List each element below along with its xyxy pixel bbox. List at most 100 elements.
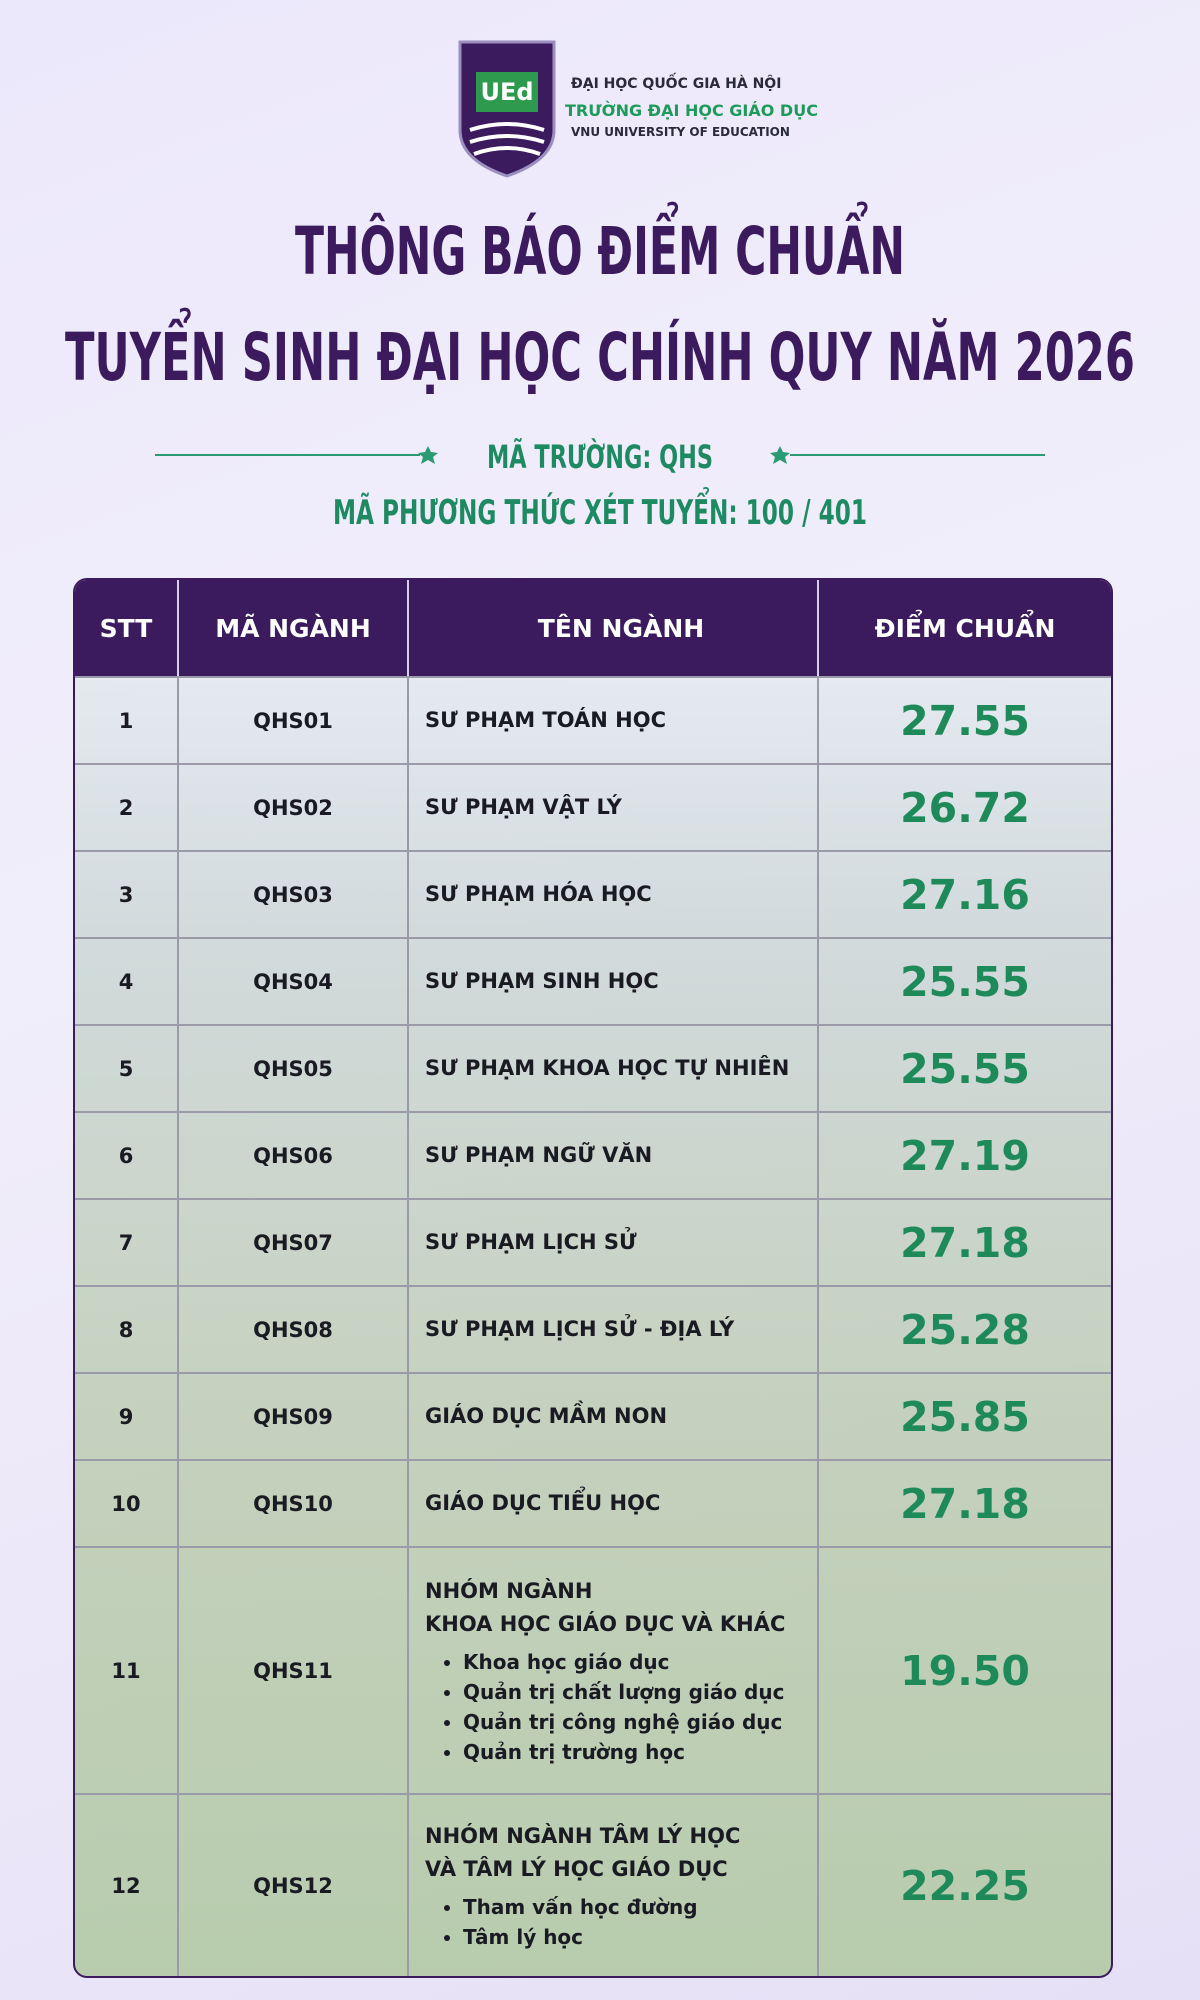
sub-list: Tham vấn học đườngTâm lý học [425,1892,698,1952]
score-cell: 22.25 [817,1795,1111,1976]
table-row: 4 QHS04 SƯ PHẠM SINH HỌC 25.55 [75,937,1111,1024]
name-line: VÀ TÂM LÝ HỌC GIÁO DỤC [425,1856,728,1881]
sub-item: Quản trị công nghệ giáo dục [463,1707,784,1737]
table-row: 11 QHS11 NHÓM NGÀNH KHOA HỌC GIÁO DỤC VÀ KH… [75,1546,1111,1793]
name-line: SƯ PHẠM TOÁN HỌC [425,708,666,732]
org-line: TRƯỜNG ĐẠI HỌC GIÁO DỤC [565,101,818,120]
stt-cell: 5 [118,1056,134,1081]
score-cell: 26.72 [817,765,1111,850]
column-header: STT [99,613,153,643]
stt-cell: 9 [118,1404,134,1429]
code-cell: QHS01 [177,678,407,763]
code-cell: QHS02 [177,765,407,850]
sub-item: Tâm lý học [463,1922,698,1952]
name-cell: SƯ PHẠM VẬT LÝ [407,765,817,850]
stt-cell: 4 [118,969,134,994]
code-cell: QHS11 [177,1548,407,1793]
stt-cell: 6 [118,1143,134,1168]
code-cell: QHS12 [177,1795,407,1976]
column-header: TÊN NGÀNH [407,580,817,676]
title: TUYỂN SINH ĐẠI HỌC CHÍNH QUY NĂM 2026 [65,307,1135,396]
sub-item: Quản trị chất lượng giáo dục [463,1677,784,1707]
table-row: 10 QHS10 GIÁO DỤC TIỂU HỌC 27.18 [75,1459,1111,1546]
sub-item: Khoa học giáo dục [463,1647,784,1677]
name-line: GIÁO DỤC TIỂU HỌC [425,1491,661,1515]
table-row: 3 QHS03 SƯ PHẠM HÓA HỌC 27.16 [75,850,1111,937]
method-code: MÃ PHƯƠNG THỨC XÉT TUYỂN: 100 / 401 [333,487,867,533]
sub-list: Khoa học giáo dụcQuản trị chất lượng giá… [425,1647,784,1767]
divider [155,446,1045,464]
header: UEd ĐẠI HỌC QUỐC GIA HÀ NỘI TRƯỜNG ĐẠI H… [65,40,1135,533]
score-cell: 25.55 [817,1026,1111,1111]
name-cell: GIÁO DỤC TIỂU HỌC [407,1461,817,1546]
code-cell: QHS03 [177,852,407,937]
table-row: 7 QHS07 SƯ PHẠM LỊCH SỬ 27.18 [75,1198,1111,1285]
score-cell: 25.85 [817,1374,1111,1459]
stt-cell: 12 [111,1873,141,1898]
stt-cell: 1 [118,708,134,733]
name-cell: SƯ PHẠM LỊCH SỬ [407,1200,817,1285]
table-row: 9 QHS09 GIÁO DỤC MẦM NON 25.85 [75,1372,1111,1459]
name-line: SƯ PHẠM KHOA HỌC TỰ NHIÊN [425,1056,790,1080]
score-cell: 27.18 [817,1200,1111,1285]
name-cell: SƯ PHẠM TOÁN HỌC [407,678,817,763]
code-cell: QHS10 [177,1461,407,1546]
logo: UEd [458,40,556,178]
name-line: KHOA HỌC GIÁO DỤC VÀ KHÁC [425,1611,786,1636]
column-header: MÃ NGÀNH [177,580,407,676]
code-cell: QHS05 [177,1026,407,1111]
score-cell: 27.19 [817,1113,1111,1198]
org-line: ĐẠI HỌC QUỐC GIA HÀ NỘI [571,72,781,92]
name-line: NHÓM NGÀNH TÂM LÝ HỌC [425,1823,741,1848]
table-row: 12 QHS12 NHÓM NGÀNH TÂM LÝ HỌC VÀ TÂM LÝ HỌ… [75,1793,1111,1976]
name-line: SƯ PHẠM LỊCH SỬ [425,1230,637,1254]
name-cell: SƯ PHẠM LỊCH SỬ - ĐỊA LÝ [407,1287,817,1372]
name-line: SƯ PHẠM VẬT LÝ [425,795,622,819]
stt-cell: 8 [118,1317,134,1342]
school-code: MÃ TRƯỜNG: QHS [487,437,713,476]
sub-item: Tham vấn học đường [463,1892,698,1922]
code-cell: QHS04 [177,939,407,1024]
score-cell: 27.16 [817,852,1111,937]
code-cell: QHS07 [177,1200,407,1285]
name-cell: NHÓM NGÀNH TÂM LÝ HỌC VÀ TÂM LÝ HỌC GIÁO … [407,1795,817,1976]
name-line: SƯ PHẠM LỊCH SỬ - ĐỊA LÝ [425,1317,735,1341]
table-row: 6 QHS06 SƯ PHẠM NGỮ VĂN 27.19 [75,1111,1111,1198]
score-cell: 27.55 [817,678,1111,763]
logo-mark: UEd [480,78,533,106]
sub-item: Quản trị trường học [463,1737,784,1767]
name-line: GIÁO DỤC MẦM NON [425,1404,668,1428]
name-cell: NHÓM NGÀNH KHOA HỌC GIÁO DỤC VÀ KHÁC Khoa … [407,1548,817,1793]
table-row: 5 QHS05 SƯ PHẠM KHOA HỌC TỰ NHIÊN 25.55 [75,1024,1111,1111]
score-cell: 25.55 [817,939,1111,1024]
org-line: VNU UNIVERSITY OF EDUCATION [571,125,790,139]
name-cell: SƯ PHẠM SINH HỌC [407,939,817,1024]
code-cell: QHS08 [177,1287,407,1372]
table-row: 2 QHS02 SƯ PHẠM VẬT LÝ 26.72 [75,763,1111,850]
name-cell: SƯ PHẠM NGỮ VĂN [407,1113,817,1198]
code-cell: QHS09 [177,1374,407,1459]
header-row: STT MÃ NGÀNH TÊN NGÀNH ĐIỂM CHUẨN [75,580,1111,676]
title: THÔNG BÁO ĐIỂM CHUẨN [295,201,905,290]
stt-cell: 3 [118,882,134,907]
column-header: ĐIỂM CHUẨN [817,580,1111,676]
stt-cell: 11 [111,1658,141,1683]
score-cell: 19.50 [817,1548,1111,1793]
table-row: 1 QHS01 SƯ PHẠM TOÁN HỌC 27.55 [75,676,1111,763]
stt-cell: 7 [118,1230,134,1255]
score-cell: 27.18 [817,1461,1111,1546]
name-cell: SƯ PHẠM KHOA HỌC TỰ NHIÊN [407,1026,817,1111]
name-cell: GIÁO DỤC MẦM NON [407,1374,817,1459]
score-table: STT MÃ NGÀNH TÊN NGÀNH ĐIỂM CHUẨN 1 QHS01 SƯ P… [73,578,1113,1978]
stt-cell: 10 [111,1491,141,1516]
name-cell: SƯ PHẠM HÓA HỌC [407,852,817,937]
name-line: SƯ PHẠM HÓA HỌC [425,882,652,906]
score-cell: 25.28 [817,1287,1111,1372]
name-line: NHÓM NGÀNH [425,1578,593,1603]
table-row: 8 QHS08 SƯ PHẠM LỊCH SỬ - ĐỊA LÝ 25.28 [75,1285,1111,1372]
name-line: SƯ PHẠM NGỮ VĂN [425,1143,653,1167]
code-cell: QHS06 [177,1113,407,1198]
name-line: SƯ PHẠM SINH HỌC [425,969,659,993]
stt-cell: 2 [118,795,134,820]
